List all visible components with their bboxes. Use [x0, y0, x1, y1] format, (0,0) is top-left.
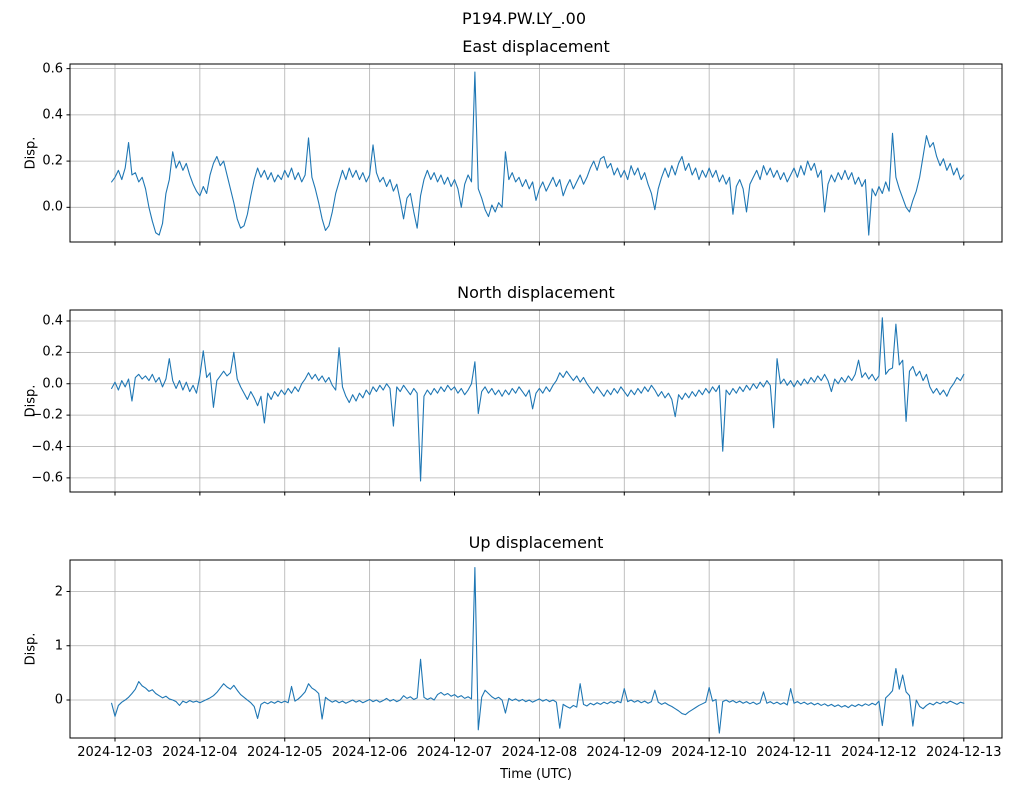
y-tick-label: 0.2: [42, 153, 63, 169]
subplot-north-title: North displacement: [457, 283, 615, 302]
x-tick-label: 2024-12-12: [841, 745, 917, 760]
subplot-up-ylabel: Disp.: [23, 632, 39, 666]
subplot-2: [66, 559, 1003, 742]
y-tick-label: 0.4: [42, 313, 63, 329]
subplot-2-grid: [70, 560, 1002, 738]
subplot-2-ticks: [66, 590, 965, 742]
y-tick-label: 2: [54, 584, 63, 599]
x-tick-label: 2024-12-08: [501, 745, 578, 760]
y-tick-label: 0.0: [42, 376, 63, 392]
subplot-2-series: [111, 567, 965, 734]
subplot-0: [66, 63, 1003, 246]
subplot-1: [66, 309, 1003, 496]
subplot-2-frame: [69, 559, 1003, 739]
x-tick-label: 2024-12-09: [586, 745, 663, 760]
x-tick-label: 2024-12-11: [756, 745, 832, 760]
y-tick-label: −0.6: [31, 470, 63, 486]
figure-suptitle: P194.PW.LY_.00: [462, 9, 586, 28]
y-tick-label: −0.2: [31, 407, 63, 423]
x-tick-label: 2024-12-07: [416, 745, 493, 760]
xaxis-label: Time (UTC): [500, 767, 572, 782]
x-tick-label: 2024-12-05: [247, 745, 323, 760]
x-tick-label: 2024-12-04: [162, 745, 238, 760]
subplot-0-frame: [69, 63, 1003, 243]
subplot-1-ticks: [66, 320, 965, 496]
subplot-east-title: East displacement: [462, 37, 610, 56]
x-tick-label: 2024-12-06: [331, 745, 408, 760]
subplot-east-ylabel: Disp.: [23, 136, 39, 170]
subplot-0-series: [111, 71, 965, 236]
x-tick-label: 2024-12-10: [671, 745, 747, 760]
y-tick-label: 0.6: [42, 61, 63, 77]
y-tick-label: 0.2: [42, 344, 63, 360]
x-tick-label: 2024-12-13: [926, 745, 1002, 760]
y-tick-label: 0: [54, 692, 63, 708]
y-tick-label: 0.4: [42, 107, 63, 123]
y-tick-label: 1: [54, 638, 63, 654]
subplot-0-grid: [70, 64, 1002, 242]
subplot-up-title: Up displacement: [468, 533, 604, 552]
subplot-0-ticks: [66, 68, 965, 246]
y-tick-label: −0.4: [31, 439, 63, 454]
subplot-1-frame: [69, 309, 1003, 493]
x-tick-label: 2024-12-03: [77, 745, 153, 760]
subplot-1-series: [111, 317, 965, 482]
y-tick-label: 0.0: [42, 199, 63, 215]
subplot-1-grid: [70, 310, 1002, 492]
